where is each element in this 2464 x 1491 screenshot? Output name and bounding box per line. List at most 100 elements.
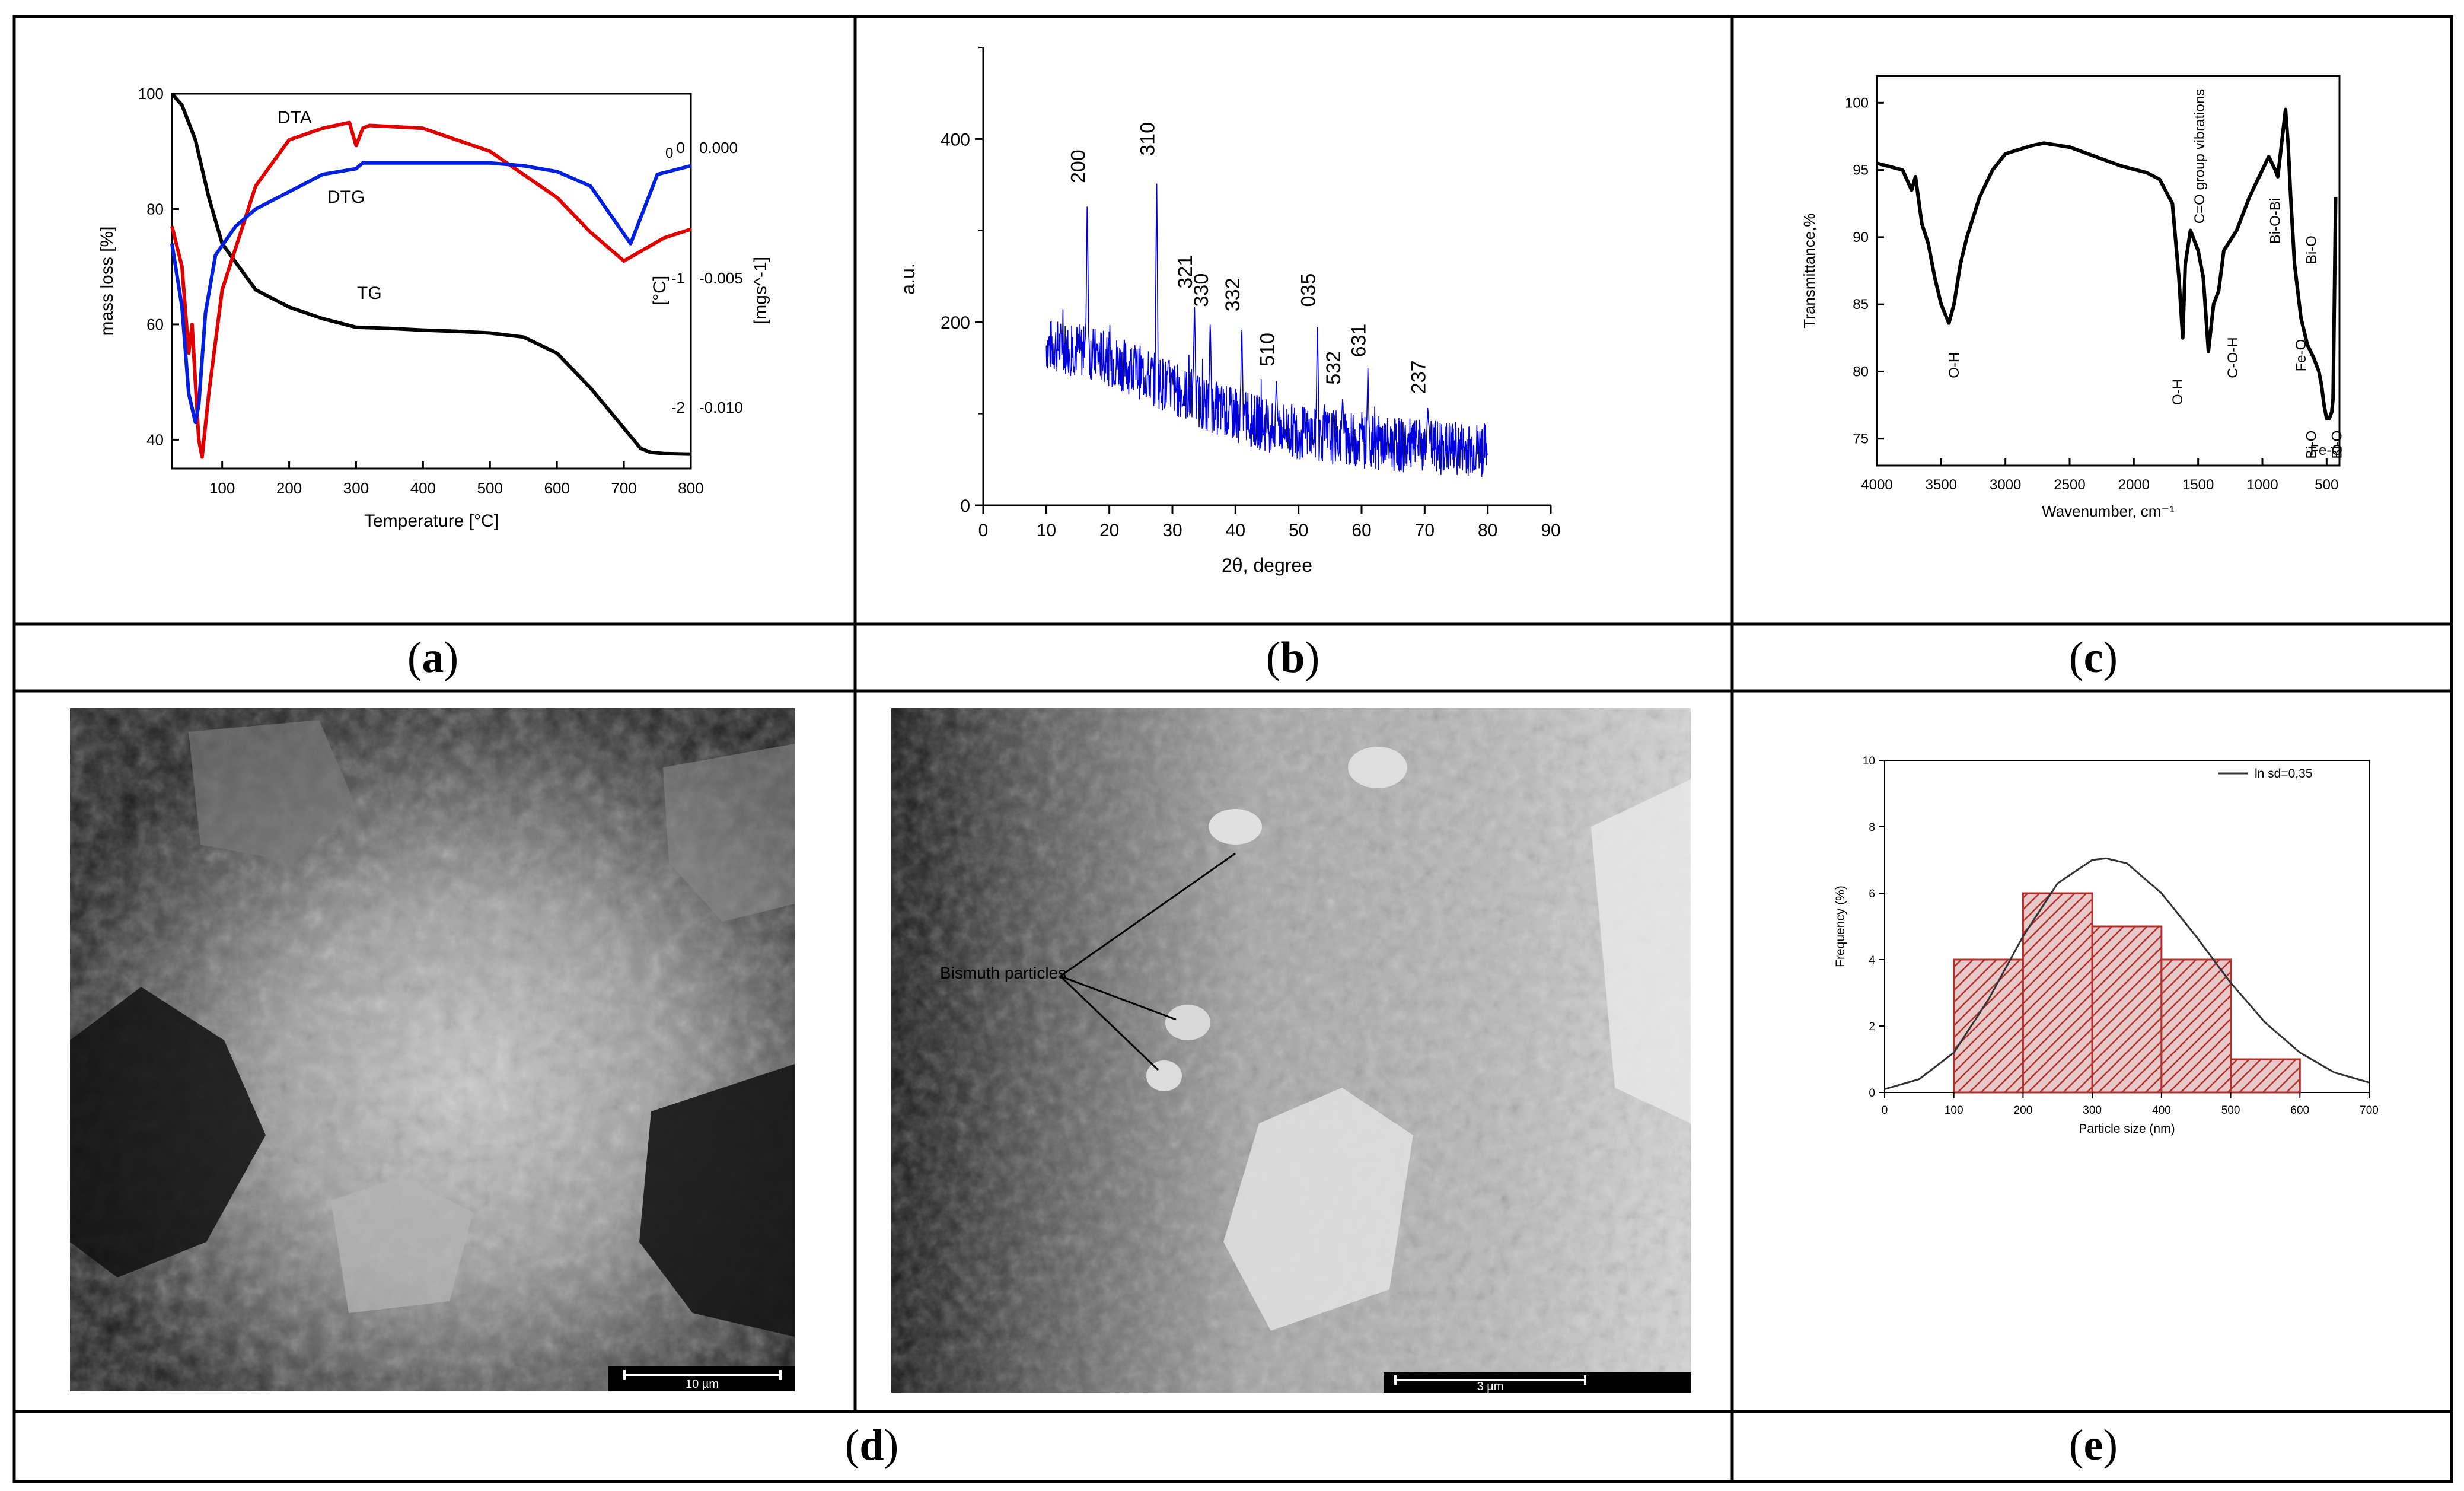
x-tick-label: 500: [2315, 477, 2338, 493]
plot-frame: [1876, 75, 2341, 467]
band-annotation: Fe-O: [2310, 442, 2342, 458]
x-tick-label: 50: [1289, 521, 1308, 540]
x-tick-label: 100: [209, 479, 235, 497]
y-tick-label-left: 100: [138, 85, 164, 103]
band-annotation: O-H: [2170, 379, 2186, 405]
peak-label: 035: [1298, 273, 1320, 307]
y-tick-label: 85: [1853, 297, 1869, 313]
y-tick-label: 0: [1869, 1087, 1875, 1100]
band-annotation: C=O group vibrations: [2192, 89, 2208, 224]
chart-particle-size-histogram: 0 100 200 300 400 500 600 700 0 2 4 6 8 10 ln sd=0,35 P…: [1834, 755, 2379, 1136]
sem-left-scale-label: 10 µm: [686, 1378, 719, 1391]
y-tick-label: 80: [1853, 364, 1869, 380]
y-tick-label-right-1: -2: [671, 399, 685, 416]
x-tick-label: 30: [1162, 521, 1182, 540]
x-tick-label: 90: [1541, 521, 1560, 540]
sem-image-left: 10 µm: [70, 708, 795, 1391]
label-dta: DTA: [278, 108, 312, 128]
x-tick-label: 500: [2221, 1104, 2240, 1117]
x-tick-label: 40: [1226, 521, 1245, 540]
x-tick-label: 800: [678, 479, 703, 497]
x-tick-label: 70: [1415, 521, 1435, 540]
peak-label: 532: [1322, 351, 1345, 385]
x-tick-label: 3000: [1990, 477, 2021, 493]
y-axis-title-left: mass loss [%]: [97, 226, 117, 336]
series-line-dtg: [170, 161, 691, 425]
histogram-bar: [2091, 925, 2163, 1094]
y-tick-label-right-2: -0.010: [699, 399, 743, 416]
histogram-bar: [2230, 1058, 2301, 1094]
caption-e: (e): [2068, 1421, 2118, 1470]
y-tick-label: 4: [1869, 954, 1875, 967]
x-tick-label: 600: [544, 479, 569, 497]
y-tick-label-left: 60: [146, 316, 164, 333]
y-tick-label-left: 80: [146, 200, 164, 218]
x-axis-title: Temperature [°C]: [364, 511, 499, 531]
y-tick-label: 8: [1869, 821, 1875, 834]
x-tick-label: 400: [2152, 1104, 2171, 1117]
y-tick-label: 90: [1853, 230, 1869, 246]
x-tick-label: 300: [343, 479, 369, 497]
y-tick-label-right-1: -1: [671, 269, 685, 287]
chart-ftir: 4000 3500 3000 2500 2000 1500 1000 500 100 95 90 85…: [1800, 75, 2345, 520]
peak-label: 200: [1067, 149, 1089, 183]
y-tick-label: 95: [1853, 163, 1869, 179]
y-tick-label: 2: [1869, 1021, 1875, 1033]
sem-image-left-picture: 10 µm: [70, 708, 795, 1391]
y-tick-label: 10: [1863, 755, 1875, 767]
x-tick-label: 0: [978, 521, 989, 540]
x-axis-title: Particle size (nm): [2079, 1122, 2175, 1136]
y-tick-label: 100: [1845, 95, 1869, 111]
y-tick-label-left: 40: [146, 431, 164, 448]
y-axis-title-right-1: [°C]: [650, 276, 670, 305]
x-tick-label: 0: [1882, 1104, 1888, 1117]
band-annotation: Bi-O: [2303, 431, 2319, 459]
band-annotation: Bi-O: [2303, 235, 2319, 264]
x-tick-label: 3500: [1926, 477, 1957, 493]
x-tick-label: 1500: [2182, 477, 2214, 493]
y-tick-label: 6: [1869, 888, 1875, 900]
x-tick-label: 700: [2360, 1104, 2379, 1117]
x-tick-label: 600: [2290, 1104, 2309, 1117]
xrd-trace: [1045, 183, 1488, 477]
sem-image-right: Bismuth particles 3 µm: [891, 708, 1691, 1393]
x-axis-title: Wavenumber, cm⁻¹: [2042, 502, 2175, 520]
peak-label: 321: [1174, 255, 1197, 289]
y-axis-title: Frequency (%): [1834, 885, 1847, 967]
caption-a: (a): [407, 633, 459, 682]
label-dtg: DTG: [327, 187, 365, 207]
y-axis-title: a.u.: [897, 263, 919, 294]
x-tick-label: 2500: [2054, 477, 2085, 493]
sem-right-scale-label: 3 µm: [1477, 1380, 1504, 1393]
x-tick-label: 20: [1099, 521, 1119, 540]
peak-label: 330: [1190, 273, 1213, 307]
histogram-bar: [1953, 958, 2024, 1094]
sem-image-right-picture: Bismuth particles 3 µm: [891, 708, 1691, 1393]
label-tg: TG: [357, 283, 382, 303]
y-tick-label: 200: [941, 313, 970, 333]
y-tick-label: 0: [960, 496, 970, 516]
y-tick-label-right-1: 0: [677, 139, 685, 157]
y-tick-label: 400: [941, 130, 970, 149]
x-tick-label: 1000: [2246, 477, 2278, 493]
x-tick-label: 2000: [2118, 477, 2150, 493]
histogram-bar: [2022, 892, 2093, 1094]
band-annotation: C-O-H: [2225, 337, 2241, 378]
series-line-dta: [170, 120, 691, 459]
x-tick-label: 80: [1478, 521, 1497, 540]
peak-label: 310: [1136, 122, 1159, 156]
caption-b: (b): [1266, 633, 1320, 682]
x-tick-label: 500: [477, 479, 503, 497]
band-annotation: Bi-O: [2329, 431, 2345, 459]
x-tick-label: 100: [1945, 1104, 1963, 1117]
band-annotation: O-H: [1946, 352, 1962, 378]
y-tick-label-right-2: -0.005: [699, 269, 743, 287]
caption-c: (c): [2068, 633, 2118, 682]
x-tick-label: 200: [276, 479, 302, 497]
y-axis-title-right-2: [mgs^-1]: [751, 257, 770, 324]
x-tick-label: 10: [1037, 521, 1056, 540]
ftir-trace: [1876, 107, 2338, 420]
fit-curve: [1884, 857, 2370, 1090]
y-tick-label: 75: [1853, 431, 1869, 447]
